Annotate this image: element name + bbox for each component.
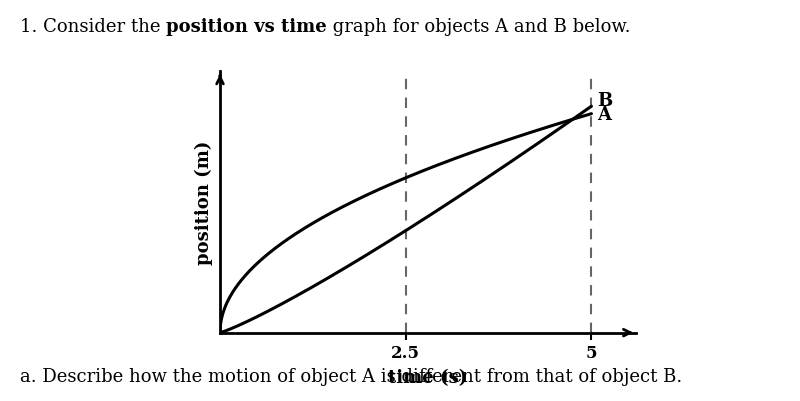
Text: B: B [598, 92, 613, 110]
Text: position vs time: position vs time [166, 18, 327, 36]
Text: a. Describe how the motion of object A is different from that of object B.: a. Describe how the motion of object A i… [20, 367, 682, 385]
Text: graph for objects A and B below.: graph for objects A and B below. [327, 18, 630, 36]
Text: 1. Consider the: 1. Consider the [20, 18, 166, 36]
Text: A: A [598, 105, 611, 124]
X-axis label: time (s): time (s) [388, 369, 468, 387]
Y-axis label: position (m): position (m) [195, 140, 213, 265]
